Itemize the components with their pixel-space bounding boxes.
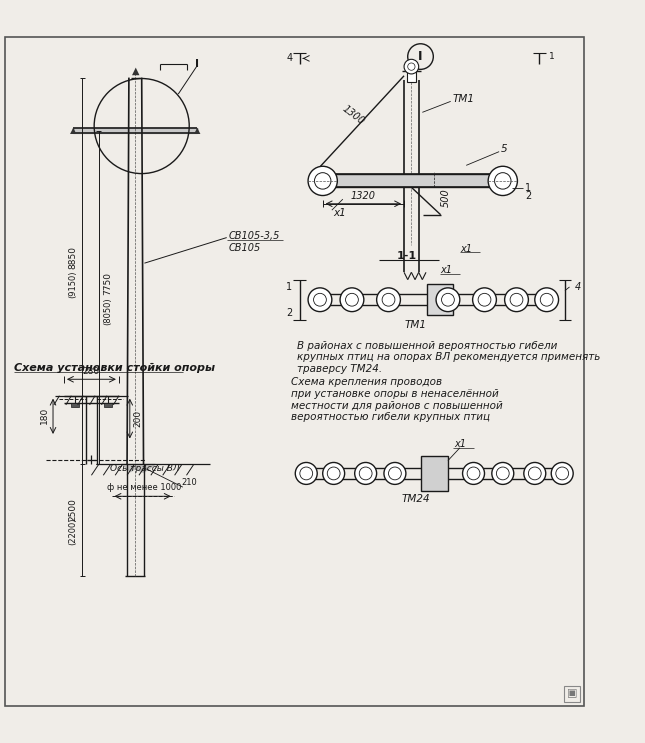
- Circle shape: [504, 288, 528, 311]
- Circle shape: [346, 293, 359, 306]
- Circle shape: [551, 462, 573, 484]
- Circle shape: [462, 462, 484, 484]
- Text: 5: 5: [501, 144, 508, 154]
- Circle shape: [528, 467, 541, 480]
- Text: ▣: ▣: [567, 689, 577, 698]
- Text: В районах с повышенной вероятностью гибели
крупных птиц на опорах ВЛ рекомендует: В районах с повышенной вероятностью гибе…: [297, 341, 600, 374]
- Circle shape: [327, 467, 340, 480]
- Text: 180: 180: [40, 407, 49, 424]
- Circle shape: [436, 288, 460, 311]
- Circle shape: [382, 293, 395, 306]
- Circle shape: [408, 63, 415, 71]
- Text: 4: 4: [287, 53, 293, 63]
- Circle shape: [295, 462, 317, 484]
- Circle shape: [308, 288, 332, 311]
- Text: х1: х1: [440, 265, 452, 276]
- Circle shape: [442, 293, 454, 306]
- Text: х1: х1: [333, 208, 346, 218]
- Bar: [564, 686, 580, 702]
- Text: 1320: 1320: [351, 192, 376, 201]
- Circle shape: [556, 467, 569, 480]
- Text: (9150): (9150): [68, 271, 77, 299]
- Text: I: I: [195, 59, 199, 69]
- Text: 7750: 7750: [103, 272, 112, 295]
- Circle shape: [473, 288, 497, 311]
- Bar: [104, 403, 112, 406]
- Text: СВ105: СВ105: [228, 243, 261, 253]
- Text: 2: 2: [286, 308, 292, 317]
- Text: ТМ24: ТМ24: [402, 494, 430, 504]
- Text: ▲: ▲: [70, 126, 76, 135]
- Circle shape: [510, 293, 523, 306]
- Text: ф не менее 1000: ф не менее 1000: [107, 483, 182, 492]
- Bar: [407, 71, 416, 82]
- Circle shape: [535, 288, 559, 311]
- Text: 1: 1: [286, 282, 292, 292]
- Text: х1: х1: [461, 244, 472, 253]
- Text: 1300: 1300: [341, 103, 367, 126]
- Text: 210: 210: [181, 478, 197, 487]
- Bar: [427, 284, 453, 315]
- Circle shape: [340, 288, 364, 311]
- Circle shape: [384, 462, 406, 484]
- Text: х1: х1: [454, 439, 466, 450]
- Circle shape: [308, 166, 337, 195]
- Circle shape: [524, 462, 546, 484]
- Text: 8850: 8850: [68, 246, 77, 269]
- Circle shape: [478, 293, 491, 306]
- Text: 2500: 2500: [68, 498, 77, 521]
- Text: 2: 2: [525, 192, 531, 201]
- Circle shape: [355, 462, 377, 484]
- Circle shape: [300, 467, 313, 480]
- Text: Ось трассы ВЛ: Ось трассы ВЛ: [110, 464, 179, 473]
- Circle shape: [488, 166, 517, 195]
- Text: ТМ1: ТМ1: [405, 320, 427, 331]
- Circle shape: [388, 467, 401, 480]
- Text: (8050): (8050): [103, 297, 112, 325]
- Bar: [313, 175, 512, 187]
- Polygon shape: [73, 128, 197, 133]
- Text: 1-1: 1-1: [397, 251, 417, 261]
- Circle shape: [497, 467, 509, 480]
- Bar: [72, 403, 79, 406]
- Text: 4: 4: [575, 282, 581, 292]
- Circle shape: [322, 462, 344, 484]
- Text: I: I: [418, 50, 422, 63]
- Circle shape: [495, 172, 511, 189]
- Text: 1: 1: [525, 184, 531, 193]
- Circle shape: [467, 467, 480, 480]
- Text: 280: 280: [83, 366, 100, 375]
- Circle shape: [359, 467, 372, 480]
- Text: ТМ1: ТМ1: [453, 94, 475, 103]
- Circle shape: [313, 293, 326, 306]
- Circle shape: [315, 172, 331, 189]
- Polygon shape: [122, 464, 155, 473]
- Text: (2200): (2200): [68, 517, 77, 545]
- Circle shape: [541, 293, 553, 306]
- Text: СВ105-3,5: СВ105-3,5: [228, 231, 280, 241]
- Circle shape: [492, 462, 514, 484]
- Text: 200: 200: [134, 410, 143, 427]
- Bar: [421, 456, 448, 491]
- Text: ▲: ▲: [132, 65, 139, 75]
- Circle shape: [404, 59, 419, 74]
- Text: Схема установки стойки опоры: Схема установки стойки опоры: [14, 363, 215, 373]
- Text: 500: 500: [441, 189, 451, 207]
- Text: Схема крепления проводов
при установке опоры в ненаселённой
местности для районо: Схема крепления проводов при установке о…: [291, 377, 502, 422]
- Text: 1: 1: [550, 52, 555, 61]
- Text: ▲: ▲: [194, 126, 201, 135]
- Circle shape: [377, 288, 401, 311]
